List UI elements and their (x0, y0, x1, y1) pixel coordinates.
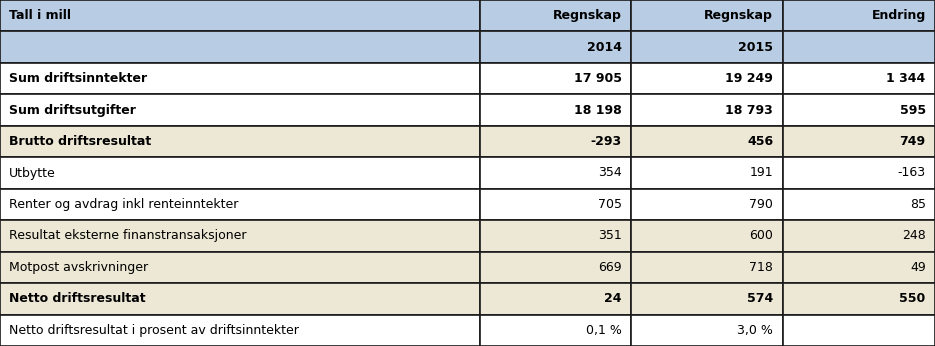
Text: 3,0 %: 3,0 % (738, 324, 773, 337)
Text: Brutto driftsresultat: Brutto driftsresultat (9, 135, 151, 148)
Bar (0, 283, 480, 315)
Bar (480, 220, 631, 252)
Text: 18 793: 18 793 (726, 103, 773, 117)
Text: Regnskap: Regnskap (704, 9, 773, 22)
Text: 2015: 2015 (739, 41, 773, 54)
Bar (0, 94, 480, 126)
Text: 550: 550 (899, 292, 926, 305)
Bar (0, 252, 480, 283)
Text: 749: 749 (899, 135, 926, 148)
Text: 85: 85 (910, 198, 926, 211)
Bar (0, 63, 480, 94)
Bar (0, 315, 480, 346)
Text: -293: -293 (591, 135, 622, 148)
Text: 790: 790 (749, 198, 773, 211)
Text: 191: 191 (750, 166, 773, 180)
Text: 17 905: 17 905 (574, 72, 622, 85)
Text: Regnskap: Regnskap (553, 9, 622, 22)
Text: Endring: Endring (871, 9, 926, 22)
Bar (631, 252, 783, 283)
Bar (480, 94, 631, 126)
Text: 24: 24 (604, 292, 622, 305)
Bar (783, 252, 935, 283)
Bar (0, 189, 480, 220)
Bar (631, 189, 783, 220)
Bar (783, 94, 935, 126)
Text: 718: 718 (749, 261, 773, 274)
Text: 574: 574 (747, 292, 773, 305)
Bar (783, 283, 935, 315)
Text: -163: -163 (898, 166, 926, 180)
Bar (783, 126, 935, 157)
Text: 0,1 %: 0,1 % (586, 324, 622, 337)
Bar (0, 0, 480, 31)
Bar (0, 126, 480, 157)
Text: Utbytte: Utbytte (9, 166, 56, 180)
Text: 18 198: 18 198 (574, 103, 622, 117)
Bar (480, 315, 631, 346)
Text: Sum driftsutgifter: Sum driftsutgifter (9, 103, 137, 117)
Bar (631, 0, 783, 31)
Bar (631, 157, 783, 189)
Text: 2014: 2014 (587, 41, 622, 54)
Text: 19 249: 19 249 (726, 72, 773, 85)
Text: 49: 49 (910, 261, 926, 274)
Text: Resultat eksterne finanstransaksjoner: Resultat eksterne finanstransaksjoner (9, 229, 247, 243)
Text: Motpost avskrivninger: Motpost avskrivninger (9, 261, 149, 274)
Bar (480, 31, 631, 63)
Bar (480, 126, 631, 157)
Bar (631, 220, 783, 252)
Bar (480, 63, 631, 94)
Text: 354: 354 (598, 166, 622, 180)
Bar (480, 283, 631, 315)
Text: Renter og avdrag inkl renteinntekter: Renter og avdrag inkl renteinntekter (9, 198, 238, 211)
Bar (783, 63, 935, 94)
Bar (480, 0, 631, 31)
Bar (480, 157, 631, 189)
Text: Netto driftsresultat: Netto driftsresultat (9, 292, 146, 305)
Bar (783, 157, 935, 189)
Text: 456: 456 (747, 135, 773, 148)
Bar (631, 94, 783, 126)
Text: Sum driftsinntekter: Sum driftsinntekter (9, 72, 148, 85)
Bar (631, 63, 783, 94)
Bar (480, 252, 631, 283)
Bar (783, 220, 935, 252)
Bar (0, 31, 480, 63)
Bar (480, 189, 631, 220)
Text: 351: 351 (598, 229, 622, 243)
Text: Netto driftsresultat i prosent av driftsinntekter: Netto driftsresultat i prosent av drifts… (9, 324, 299, 337)
Bar (783, 31, 935, 63)
Bar (783, 315, 935, 346)
Text: 1 344: 1 344 (886, 72, 926, 85)
Text: 705: 705 (597, 198, 622, 211)
Bar (631, 126, 783, 157)
Bar (631, 315, 783, 346)
Bar (631, 283, 783, 315)
Text: 600: 600 (749, 229, 773, 243)
Bar (783, 0, 935, 31)
Text: 248: 248 (902, 229, 926, 243)
Bar (631, 31, 783, 63)
Bar (0, 157, 480, 189)
Text: Tall i mill: Tall i mill (9, 9, 71, 22)
Bar (783, 189, 935, 220)
Bar (0, 220, 480, 252)
Text: 669: 669 (598, 261, 622, 274)
Text: 595: 595 (899, 103, 926, 117)
